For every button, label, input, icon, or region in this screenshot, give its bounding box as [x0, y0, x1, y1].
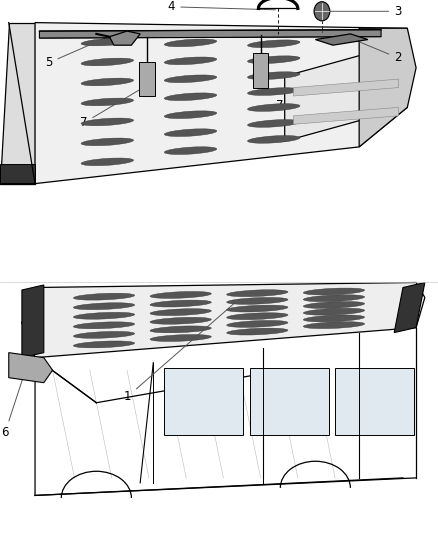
Ellipse shape: [81, 158, 134, 166]
Ellipse shape: [74, 332, 134, 338]
Ellipse shape: [164, 39, 217, 47]
Ellipse shape: [81, 118, 134, 126]
Ellipse shape: [304, 308, 364, 315]
Ellipse shape: [164, 93, 217, 101]
Ellipse shape: [227, 290, 288, 297]
Text: 4: 4: [168, 1, 276, 13]
Ellipse shape: [247, 72, 300, 79]
Ellipse shape: [304, 322, 364, 329]
Text: 5: 5: [45, 36, 109, 69]
Ellipse shape: [227, 305, 288, 312]
Ellipse shape: [150, 317, 211, 324]
FancyBboxPatch shape: [335, 368, 414, 435]
Polygon shape: [0, 22, 35, 183]
Polygon shape: [110, 31, 140, 45]
Polygon shape: [293, 107, 399, 124]
Ellipse shape: [247, 119, 300, 127]
Polygon shape: [39, 30, 381, 38]
Polygon shape: [285, 43, 407, 141]
Polygon shape: [0, 164, 35, 183]
Ellipse shape: [304, 288, 364, 295]
Ellipse shape: [247, 104, 300, 111]
Ellipse shape: [74, 312, 134, 319]
Text: 6: 6: [1, 370, 25, 439]
Ellipse shape: [227, 313, 288, 320]
Polygon shape: [315, 34, 368, 45]
Ellipse shape: [164, 57, 217, 64]
Bar: [253, 53, 268, 88]
Ellipse shape: [150, 300, 211, 307]
Ellipse shape: [227, 297, 288, 304]
Polygon shape: [394, 282, 425, 333]
Ellipse shape: [247, 88, 300, 95]
Circle shape: [314, 2, 330, 21]
Polygon shape: [22, 282, 425, 358]
Polygon shape: [293, 79, 399, 96]
Ellipse shape: [81, 58, 134, 66]
Ellipse shape: [164, 147, 217, 155]
Ellipse shape: [304, 315, 364, 322]
Ellipse shape: [74, 293, 134, 300]
FancyBboxPatch shape: [250, 368, 328, 435]
Ellipse shape: [227, 328, 288, 335]
Ellipse shape: [304, 295, 364, 302]
Text: 7: 7: [80, 87, 145, 130]
Text: 1: 1: [124, 300, 239, 403]
Ellipse shape: [81, 78, 134, 86]
Polygon shape: [9, 353, 53, 383]
Ellipse shape: [247, 40, 300, 47]
Ellipse shape: [74, 341, 134, 348]
Ellipse shape: [81, 38, 134, 46]
Polygon shape: [359, 28, 416, 147]
Ellipse shape: [150, 292, 211, 298]
Polygon shape: [22, 285, 44, 358]
Text: 7: 7: [276, 99, 283, 111]
Ellipse shape: [74, 322, 134, 329]
Ellipse shape: [150, 335, 211, 342]
Ellipse shape: [164, 75, 217, 83]
Ellipse shape: [304, 302, 364, 309]
Ellipse shape: [247, 56, 300, 63]
Ellipse shape: [227, 320, 288, 327]
Ellipse shape: [81, 98, 134, 106]
Polygon shape: [35, 22, 407, 183]
Ellipse shape: [150, 326, 211, 333]
Ellipse shape: [164, 129, 217, 136]
Ellipse shape: [81, 138, 134, 146]
Text: 3: 3: [325, 5, 402, 18]
Bar: [139, 61, 155, 96]
Ellipse shape: [164, 111, 217, 118]
Ellipse shape: [74, 303, 134, 310]
FancyBboxPatch shape: [164, 368, 243, 435]
Ellipse shape: [150, 309, 211, 316]
Text: 2: 2: [353, 39, 402, 64]
Ellipse shape: [247, 135, 300, 143]
